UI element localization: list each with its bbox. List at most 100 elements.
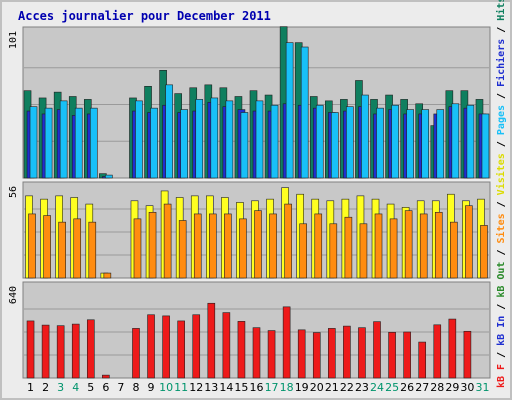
bar-sites-day-21 [329,223,338,279]
bar-sites-day-23 [359,223,368,279]
x-tick-label: 4 [72,381,79,394]
legend-item-sites: Sites [495,213,507,243]
x-tick-label: 18 [280,381,294,394]
legend-item-kb-in: kB In [496,316,507,346]
x-tick-label: 10 [159,381,173,394]
y-max-label: 101 [8,31,19,49]
x-tick-label: 31 [475,381,489,394]
legend-separator: / [496,195,507,213]
chart-title: Acces journalier pour December 2011 [18,9,271,23]
bar-sites-day-6 [103,272,112,279]
bar-pages-day-1 [29,106,38,179]
bar-sites-day-29 [450,221,458,279]
bar-sites-day-28 [434,211,443,279]
bar-pages-day-27 [421,109,430,179]
panel-kbytes: 640 [8,281,491,379]
x-tick-label: 15 [234,381,248,394]
bar-kb-f-day-12 [192,314,201,379]
bar-kb-f-day-24 [373,321,381,379]
x-tick-label: 9 [148,381,155,394]
legend-separator: / [496,87,507,105]
bar-kb-f-day-22 [343,325,351,379]
bar-sites-day-26 [404,210,413,279]
bar-sites-day-22 [344,216,353,279]
bar-sites-day-8 [133,218,142,279]
bar-sites-day-31 [480,225,488,279]
bar-sites-day-9 [148,211,157,279]
x-tick-label: 13 [204,381,218,394]
legend-item-hits: Hits [495,0,507,21]
bar-pages-day-2 [44,107,53,179]
bar-kb-f-day-27 [418,341,427,379]
x-tick-label: 24 [370,381,384,394]
legend-item-fichiers: Fichiers [495,39,507,87]
bar-sites-day-20 [314,213,323,279]
legend-item-kb-f: kB F [496,364,507,388]
bar-pages-day-3 [59,100,68,179]
legend-separator: / [496,135,507,153]
bar-sites-day-19 [299,223,307,279]
bar-kb-f-day-25 [388,331,396,379]
y-max-label: 56 [8,186,19,198]
x-tick-label: 29 [445,381,459,394]
x-tick-label: 25 [385,381,399,394]
legend-separator: / [496,243,507,261]
legend-separator: / [496,298,507,316]
x-tick-label: 27 [415,381,429,394]
bar-kb-f-day-17 [267,330,276,379]
x-tick-label: 23 [355,381,369,394]
bar-pages-day-20 [315,104,324,179]
panel-visits-sites: 56 [8,181,491,279]
y-max-label: 640 [8,286,19,304]
legend-item-visites: Visites [495,153,507,195]
bar-kb-f-day-18 [282,306,291,379]
bar-kb-f-day-8 [132,328,140,379]
panel-hits-pages-files: 101 [8,26,491,179]
x-tick-label: 7 [117,381,124,394]
bar-pages-day-31 [481,113,490,179]
bar-sites-day-27 [419,213,428,279]
x-tick-label: 14 [219,381,233,394]
bar-sites-day-5 [88,221,97,279]
bar-pages-day-9 [150,107,158,179]
x-tick-label: 30 [460,381,474,394]
bar-kb-f-day-11 [177,320,185,379]
bar-sites-day-10 [163,203,172,279]
bar-pages-day-14 [225,100,234,179]
x-tick-label: 28 [430,381,444,394]
bar-kb-f-day-28 [433,324,442,379]
bar-pages-day-30 [466,104,475,179]
bar-sites-day-14 [224,213,232,279]
bar-pages-day-11 [180,109,188,179]
legend-separator: / [496,346,507,364]
bar-sites-day-25 [389,218,398,279]
bar-pages-day-8 [135,100,143,179]
bar-kb-f-day-15 [237,321,246,379]
x-tick-label: 8 [132,381,139,394]
bar-sites-day-13 [209,213,217,279]
bar-pages-day-18 [285,42,294,179]
bar-sites-day-17 [269,213,277,279]
bar-sites-day-12 [193,213,202,279]
x-tick-label: 1 [27,381,34,394]
x-tick-label: 2 [42,381,49,394]
x-tick-label: 22 [340,381,354,394]
bar-kb-f-day-9 [147,314,155,379]
bar-kb-f-day-26 [403,331,411,379]
bar-pages-day-29 [451,103,460,179]
x-tick-label: 26 [400,381,414,394]
x-tick-label: 5 [87,381,94,394]
legend-item-kb-out: kB Out [496,262,507,298]
bar-kb-f-day-23 [358,327,366,379]
bar-pages-day-21 [331,112,339,179]
bar-sites-day-2 [43,215,51,279]
bar-kb-f-day-4 [71,323,80,379]
legend-separator: / [496,21,507,39]
bar-sites-day-30 [465,205,473,279]
x-tick-label: 3 [57,381,64,394]
bar-kb-f-day-19 [297,329,306,379]
bar-sites-day-18 [284,203,292,279]
bar-pages-day-22 [346,106,354,179]
bar-kb-f-day-30 [463,330,472,379]
